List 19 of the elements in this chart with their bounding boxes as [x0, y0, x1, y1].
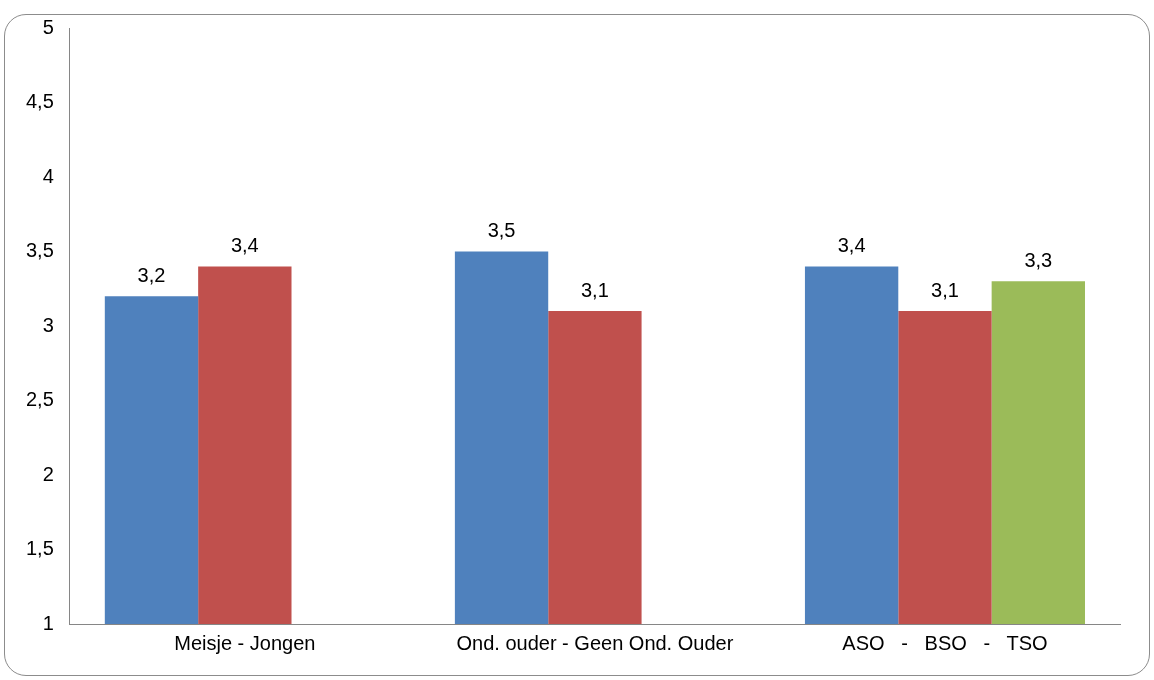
data-label: 3,2 [137, 263, 166, 286]
y-tick-label: 4 [42, 164, 54, 187]
data-label: 3,4 [230, 233, 259, 256]
data-label: 3,3 [1024, 248, 1053, 271]
data-label: 3,4 [837, 233, 866, 256]
y-tick-label: 3,5 [25, 239, 54, 262]
x-tick-label: Ond. ouder - Geen Ond. Ouder [456, 631, 734, 654]
x-tick-label: ASO - BSO - TSO [842, 631, 1048, 654]
y-tick-label: 2 [42, 462, 54, 485]
data-label: 3,1 [931, 278, 959, 301]
y-tick-label: 3 [42, 313, 54, 336]
y-tick-label: 5 [42, 15, 54, 38]
y-tick-label: 1,5 [25, 537, 54, 560]
x-tick-label: Meisje - Jongen [174, 631, 316, 654]
y-tick-label: 2,5 [25, 388, 54, 411]
y-tick-label: 4,5 [25, 90, 54, 113]
data-label: 3,1 [581, 278, 609, 301]
data-label: 3,5 [487, 219, 516, 242]
y-tick-label: 1 [42, 611, 54, 634]
